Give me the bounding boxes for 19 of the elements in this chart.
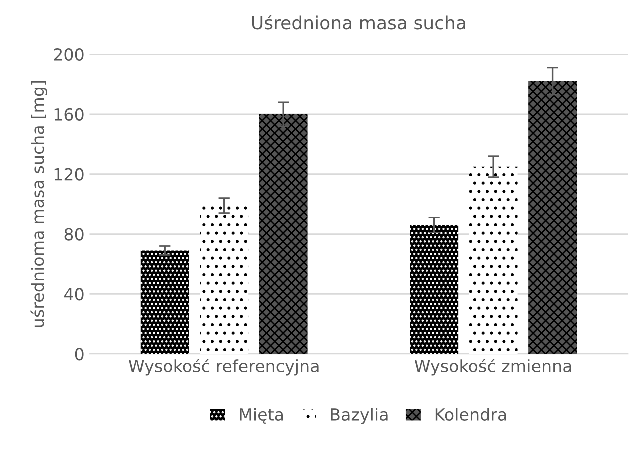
bar — [259, 114, 308, 354]
y-tick-label: 80 — [64, 228, 84, 241]
y-tick-label: 120 — [54, 168, 84, 181]
y-tick-label: 0 — [75, 348, 84, 361]
chart-title: Uśredniona masa sucha — [252, 15, 466, 30]
y-tick-label: 160 — [54, 108, 84, 121]
x-tick-label: Wysokość referencyjna — [128, 358, 319, 376]
x-tick-label: Wysokość zmienna — [414, 358, 572, 376]
bar — [469, 166, 518, 354]
bar — [200, 206, 249, 354]
bar — [528, 81, 578, 354]
legend-label: Bazylia — [331, 408, 388, 424]
y-axis-title: uśrednioma masa sucha [mg] — [30, 81, 48, 328]
legend-label: Mięta — [240, 408, 284, 424]
y-tick-label: 200 — [54, 48, 84, 62]
legend-label: Kolendra — [436, 408, 506, 421]
bar — [140, 250, 190, 354]
y-tick-label: 40 — [64, 288, 84, 301]
bar — [410, 225, 459, 354]
